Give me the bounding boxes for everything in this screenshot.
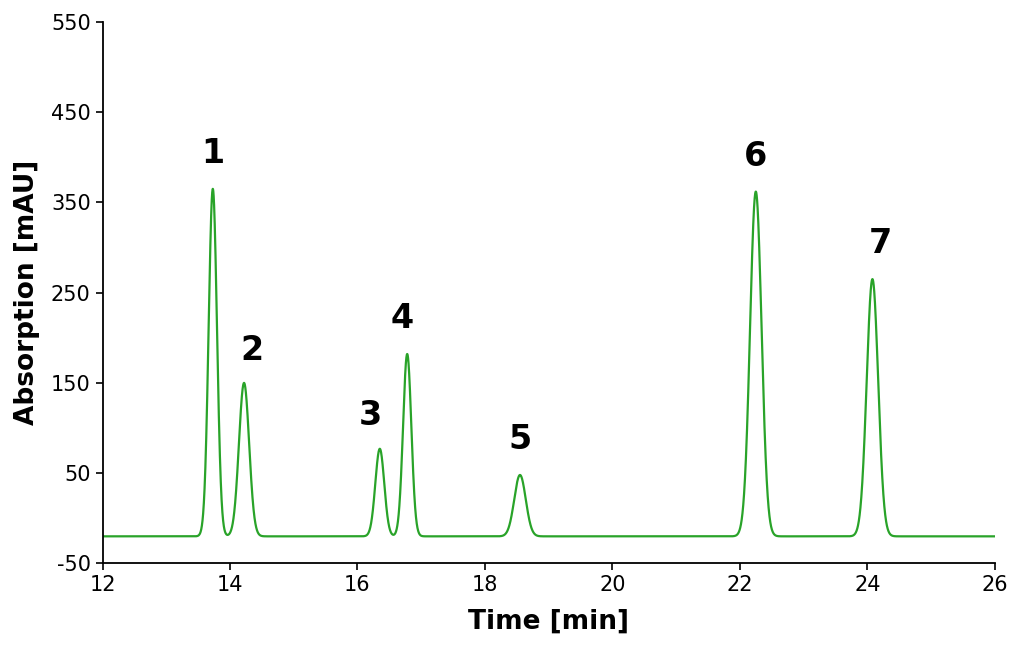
- Text: 2: 2: [241, 334, 264, 367]
- Text: 5: 5: [508, 423, 531, 456]
- Text: 6: 6: [744, 140, 768, 173]
- Text: 4: 4: [390, 302, 414, 335]
- X-axis label: Time [min]: Time [min]: [468, 609, 630, 635]
- Text: 3: 3: [359, 398, 382, 432]
- Y-axis label: Absorption [mAU]: Absorption [mAU]: [14, 160, 40, 425]
- Text: 1: 1: [201, 137, 225, 170]
- Text: 7: 7: [869, 227, 892, 260]
